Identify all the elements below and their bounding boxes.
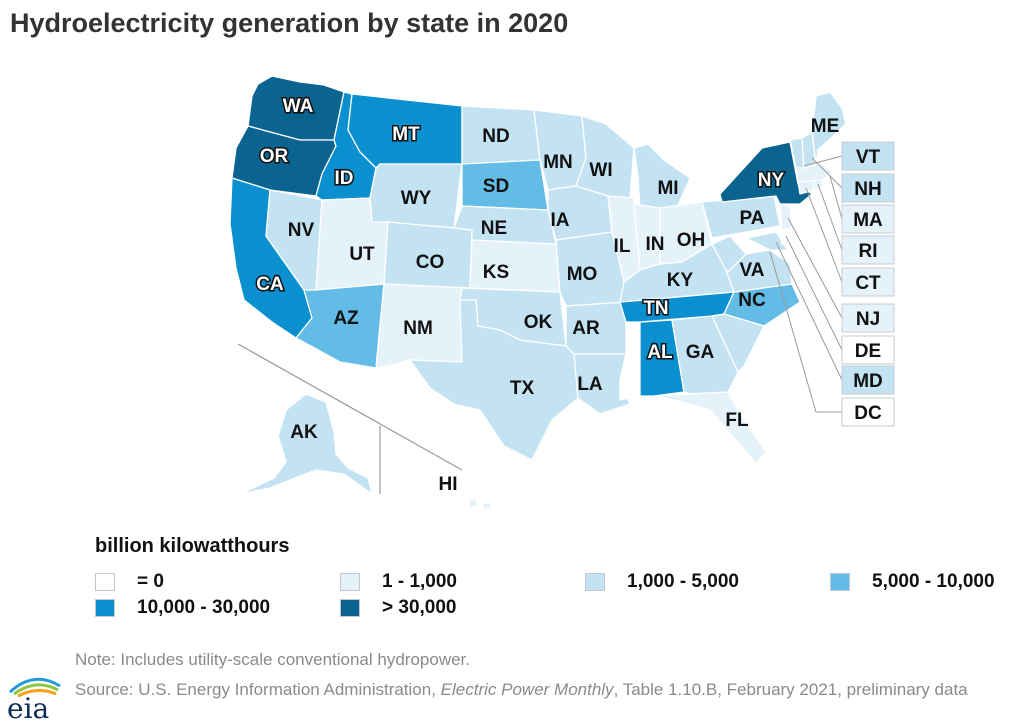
legend-swatch — [340, 599, 360, 617]
label-de: DE — [855, 341, 881, 362]
state-ak — [239, 393, 373, 495]
label-nv: NV — [288, 220, 315, 241]
map-title: Hydroelectricity generation by state in … — [10, 8, 569, 38]
label-hi: HI — [439, 474, 458, 495]
label-pa: PA — [740, 208, 765, 229]
label-wy: WY — [401, 188, 432, 209]
label-nj: NJ — [856, 309, 880, 330]
legend-item-10000-30000: 10,000 - 30,000 — [95, 597, 270, 619]
state-tx — [409, 299, 579, 461]
label-al: AL — [647, 342, 673, 363]
box-de — [841, 335, 895, 365]
eia-logo: eia — [7, 677, 61, 722]
state-mi — [633, 143, 691, 211]
label-sd: SD — [483, 176, 509, 197]
box-md — [841, 365, 895, 395]
eia-logo-text: eia — [7, 692, 49, 722]
label-ct: CT — [855, 273, 881, 294]
label-ky: KY — [667, 270, 694, 291]
label-nh: NH — [854, 179, 881, 200]
legend-label: 10,000 - 30,000 — [137, 597, 271, 618]
leader-lines — [769, 155, 843, 413]
state-ny — [719, 141, 813, 205]
legend-title: billion kilowatthours — [95, 535, 290, 557]
legend-label: > 30,000 — [382, 597, 457, 618]
legend-label: = 0 — [137, 571, 164, 592]
box-ct — [841, 267, 895, 297]
label-ak: AK — [290, 422, 318, 443]
label-va: VA — [740, 260, 765, 281]
legend-item-over-30000: > 30,000 — [340, 597, 457, 619]
us-states-map: WA OR MT ID ND MN WI MI WY SD NV UT CO N… — [229, 75, 895, 511]
label-nd: ND — [482, 126, 509, 147]
label-nc: NC — [738, 290, 766, 311]
label-id: ID — [335, 168, 354, 189]
box-ma — [841, 204, 895, 234]
source-prefix: Source: U.S. Energy Information Administ… — [75, 680, 441, 699]
label-tx: TX — [510, 378, 535, 399]
label-ny: NY — [758, 170, 785, 191]
legend-item-5000-10000: 5,000 - 10,000 — [830, 571, 995, 593]
legend-item-1-1000: 1 - 1,000 — [340, 571, 457, 593]
legend-item-1000-5000: 1,000 - 5,000 — [585, 571, 739, 593]
inset-dividers — [237, 343, 463, 494]
box-nj — [841, 303, 895, 333]
label-nm: NM — [403, 318, 433, 339]
label-co: CO — [416, 252, 445, 273]
box-nh — [841, 173, 895, 203]
legend-swatch — [585, 573, 605, 591]
label-mi: MI — [657, 178, 678, 199]
label-ca: CA — [256, 274, 284, 295]
label-me: ME — [811, 116, 840, 137]
state-fl — [653, 391, 767, 465]
label-md: MD — [853, 371, 883, 392]
source-suffix: , Table 1.10.B, February 2021, prelimina… — [613, 680, 968, 699]
legend-swatch — [340, 573, 360, 591]
state-sc — [711, 313, 765, 373]
box-ri — [841, 235, 895, 265]
state-hi — [467, 497, 493, 511]
label-in: IN — [646, 234, 665, 255]
source-publication: Electric Power Monthly — [440, 680, 614, 699]
label-ut: UT — [349, 244, 375, 265]
label-wa: WA — [283, 96, 314, 117]
label-ri: RI — [859, 241, 878, 262]
label-mt: MT — [392, 124, 420, 145]
label-ga: GA — [686, 342, 715, 363]
chart-source: Source: U.S. Energy Information Administ… — [75, 678, 1015, 702]
state-va — [725, 249, 793, 293]
legend-label: 5,000 - 10,000 — [872, 571, 995, 592]
label-ks: KS — [483, 262, 509, 283]
legend-swatch — [95, 573, 115, 591]
label-la: LA — [577, 374, 603, 395]
label-ia: IA — [551, 210, 570, 231]
state-nj — [779, 203, 793, 231]
chart-note: Note: Includes utility-scale conventiona… — [75, 650, 470, 669]
box-dc — [841, 397, 895, 427]
label-dc: DC — [854, 403, 882, 424]
label-vt: VT — [856, 147, 881, 168]
label-wi: WI — [589, 160, 612, 181]
label-oh: OH — [677, 230, 706, 251]
label-ma: MA — [853, 210, 883, 231]
label-mo: MO — [567, 264, 598, 285]
northeast-label-boxes — [841, 141, 895, 427]
legend-item-zero: = 0 — [95, 571, 164, 593]
legend-swatch — [830, 573, 850, 591]
label-fl: FL — [725, 410, 749, 431]
box-vt — [841, 141, 895, 171]
label-mn: MN — [543, 152, 573, 173]
legend-swatch — [95, 599, 115, 617]
legend-label: 1,000 - 5,000 — [627, 571, 739, 592]
label-il: IL — [614, 236, 631, 257]
label-tn: TN — [643, 298, 668, 319]
label-ok: OK — [524, 312, 553, 333]
legend-label: 1 - 1,000 — [382, 571, 457, 592]
label-az: AZ — [333, 308, 359, 329]
label-ar: AR — [572, 318, 600, 339]
state-hi-island — [467, 497, 479, 509]
label-or: OR — [260, 146, 289, 167]
state-hi-island — [481, 501, 493, 511]
label-ne: NE — [481, 218, 507, 239]
